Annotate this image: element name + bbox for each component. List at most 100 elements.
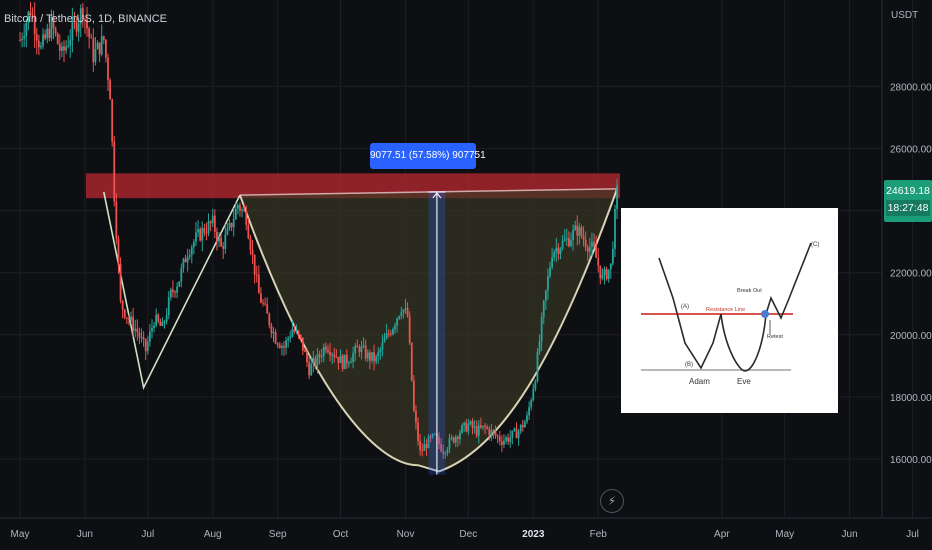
candle: [503, 434, 505, 449]
candle: [544, 289, 547, 310]
candle: [100, 24, 103, 57]
candle: [540, 312, 543, 351]
candle: [605, 266, 608, 281]
candle: [329, 342, 331, 362]
x-tick-label: Jun: [842, 529, 858, 540]
time-axis[interactable]: May Jun Jul Aug Sep Oct Nov Dec 2023 Feb Apr May Jun…: [0, 517, 932, 540]
candle: [559, 247, 562, 260]
measure-tool[interactable]: [428, 191, 446, 475]
candle: [494, 425, 497, 440]
candle: [310, 357, 313, 376]
candle: [584, 231, 587, 252]
candle: [111, 98, 114, 147]
candle: [324, 342, 327, 354]
candle: [176, 282, 179, 299]
candle: [446, 446, 449, 457]
candle: [406, 302, 409, 318]
candle: [500, 434, 503, 453]
candle: [109, 78, 111, 100]
candle: [211, 208, 214, 227]
candle: [448, 433, 451, 454]
candle: [174, 290, 176, 298]
candle: [255, 265, 258, 283]
candle: [107, 53, 109, 91]
candle: [314, 355, 317, 370]
candle: [222, 241, 225, 259]
candle: [146, 335, 149, 355]
candle: [295, 324, 298, 334]
candle: [266, 297, 269, 314]
candle: [517, 429, 520, 446]
candle: [320, 348, 323, 363]
candle: [291, 320, 294, 338]
candle: [616, 178, 618, 219]
candle: [241, 206, 243, 218]
candle: [226, 223, 229, 236]
candle: [79, 4, 82, 38]
candle: [213, 209, 216, 239]
y-tick-label: 18000.00: [890, 393, 932, 404]
candle: [283, 341, 285, 357]
candle: [29, 1, 32, 17]
candle: [484, 423, 486, 435]
candle: [433, 432, 436, 436]
candle: [54, 26, 57, 37]
candle: [352, 346, 355, 369]
x-tick-label: May: [775, 529, 794, 540]
candle: [475, 420, 478, 438]
candle: [396, 317, 398, 333]
candle: [195, 221, 197, 246]
candle: [65, 40, 67, 55]
x-tick-label: Jul: [906, 529, 919, 540]
candle: [419, 433, 422, 456]
candle: [203, 224, 206, 237]
candle: [276, 342, 279, 349]
candle: [205, 222, 208, 241]
candle: [161, 317, 164, 327]
candle: [381, 334, 384, 357]
candle: [301, 337, 304, 356]
candle: [368, 349, 371, 370]
candle: [371, 352, 373, 364]
candle: [199, 226, 202, 242]
candle: [574, 220, 577, 231]
candle: [21, 32, 23, 48]
candle: [58, 34, 61, 60]
candle: [138, 327, 141, 345]
candle: [444, 451, 447, 459]
x-tick-label: Feb: [590, 529, 608, 540]
point-b-label: (B): [685, 362, 693, 368]
candle: [207, 213, 210, 237]
candle: [482, 425, 484, 431]
candle: [163, 319, 166, 329]
candle: [92, 28, 95, 72]
candle: [297, 329, 300, 340]
candle: [599, 265, 602, 285]
candle: [209, 219, 212, 232]
candle: [293, 325, 296, 334]
candle: [50, 9, 53, 42]
candle: [463, 421, 466, 432]
candle: [19, 31, 21, 42]
candle: [609, 263, 612, 279]
candle: [423, 436, 426, 451]
axis-unit-label: USDT: [891, 10, 919, 21]
cup-pattern: [103, 188, 619, 473]
lightning-bolt-icon[interactable]: ⚡: [600, 489, 624, 513]
candle: [601, 268, 604, 281]
candle: [450, 434, 453, 441]
candle: [125, 317, 128, 325]
candle: [86, 6, 88, 37]
candle: [521, 419, 524, 432]
candle: [262, 298, 264, 307]
price-axis[interactable]: 28000.0026000.0024000.0022000.0020000.00…: [881, 0, 932, 518]
candle: [576, 215, 579, 246]
candle: [461, 423, 463, 434]
candle: [408, 311, 411, 346]
candle: [431, 433, 434, 439]
candle: [427, 434, 430, 449]
candle: [33, 2, 36, 49]
candle: [272, 326, 275, 343]
